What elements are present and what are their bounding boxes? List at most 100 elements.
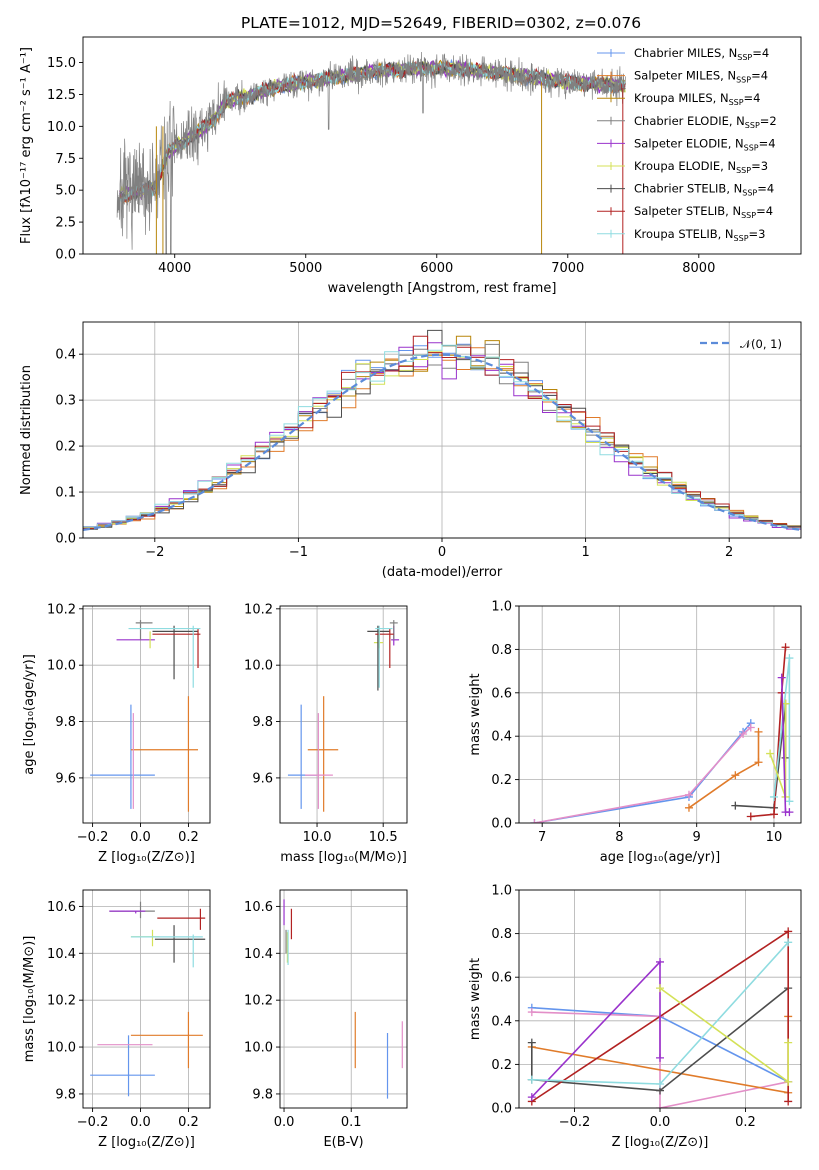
y-tick-label: 9.8: [252, 715, 273, 730]
x-tick-label: 7000: [551, 261, 584, 276]
y-tick-label: 10.2: [244, 602, 273, 617]
chart-age_vs_mass: 10.0 10.5 9.6 9.8 10.0 10.2 mass [log₁₀(M/M⊙)]: [244, 602, 408, 865]
series-marker: [656, 957, 664, 966]
series-marker: [527, 1038, 536, 1047]
weight-series: [656, 984, 793, 1086]
legend-model-name: Chabrier ELODIE: [634, 114, 729, 128]
axes-frame: [82, 36, 802, 255]
legend-label: 𝒩(0, 1): [740, 337, 782, 351]
legend-model-name: Salpeter MILES: [634, 69, 720, 83]
series-line: [750, 647, 787, 818]
figure-title: PLATE=1012, MJD=52649, FIBERID=0302, z=0…: [241, 14, 641, 32]
legend-n: , N: [713, 91, 729, 105]
series-marker: [731, 801, 740, 810]
histogram-step-line: [83, 335, 801, 529]
plot-area-residuals: [83, 329, 801, 531]
x-tick-label: 2: [725, 545, 733, 560]
errorbar-point: [130, 929, 160, 947]
series-marker: [785, 797, 794, 806]
axes-frame: [279, 889, 408, 1109]
axes-frame: [82, 605, 211, 824]
legend-sub: SSP: [737, 53, 752, 62]
legend-sub: SSP: [736, 166, 751, 175]
y-tick-label: 10.4: [244, 947, 273, 962]
x-tick-label: 9: [693, 830, 701, 845]
legend-entry: Chabrier STELIB, NSSP=4: [634, 182, 774, 198]
series-marker: [656, 1053, 664, 1062]
y-axis-label: age [log₁₀(age/yr)]: [22, 654, 37, 775]
x-tick-label: 0.2: [178, 830, 199, 845]
chart-weight_vs_age: 7 8 9 10 0.0 0.2 0.4 0.6 0.8 1.0 age [log₁₀(age/yr…: [468, 600, 802, 865]
x-tick-label: −2: [145, 545, 164, 560]
legend-sub: SSP: [741, 211, 756, 220]
legend-sub: SSP: [744, 143, 759, 152]
series-line: [534, 726, 752, 823]
y-tick-label: 9.6: [252, 771, 273, 786]
y-tick-label: 9.8: [252, 1087, 273, 1102]
series-marker: [527, 1075, 536, 1084]
legend-n: , N: [726, 182, 742, 196]
y-tick-label: 12.5: [47, 88, 76, 103]
x-axis-label: Z [log₁₀(Z/Z⊙)]: [98, 850, 195, 865]
plot-area-age_vs_mass: [287, 620, 400, 812]
y-tick-label: 0.1: [55, 486, 76, 501]
legend-n: , N: [720, 159, 736, 173]
series-marker: [766, 749, 775, 758]
x-tick-label: 10.0: [303, 830, 332, 845]
errorbar-point: [305, 713, 333, 809]
errorbar-point: [287, 704, 318, 809]
legend-count: =3: [749, 227, 766, 241]
y-tick-label: 7.5: [55, 152, 76, 167]
series-marker: [784, 1097, 793, 1106]
weight-series: [769, 654, 794, 806]
legend-entry: Salpeter STELIB, NSSP=4: [634, 204, 773, 220]
errorbar-point: [154, 925, 206, 963]
legend-sub: SSP: [742, 189, 757, 198]
legend-sub: SSP: [729, 98, 744, 107]
y-axis-label: mass weight: [468, 673, 483, 755]
x-axis-label: Z [log₁₀(Z/Z⊙)]: [612, 1135, 709, 1150]
x-tick-label: −0.2: [77, 830, 109, 845]
chart-mass_vs_Z: −0.2 0.0 0.2 9.8 10.0 10.2 10.4 10.6 Z [log₁₀(Z/…: [22, 889, 211, 1150]
chart-residuals: 𝒩(0, 1) −2 −1 0 1 2 0.0 0.1 0.2 0.3 0.4 (data-model…: [19, 321, 802, 580]
series-marker: [684, 803, 693, 812]
y-tick-label: 0.2: [491, 773, 512, 788]
x-tick-label: −0.2: [559, 1115, 591, 1130]
series-marker: [754, 758, 763, 767]
errorbar-point: [367, 625, 390, 691]
legend-entry: Kroupa STELIB, NSSP=3: [634, 227, 765, 243]
y-tick-label: 0.0: [55, 248, 76, 263]
plot-area-spectrum: [116, 51, 626, 254]
errorbar-point: [375, 625, 393, 688]
observed-spectrum-line: [116, 51, 626, 254]
histogram-step-line: [83, 344, 801, 529]
plot-area-weight_vs_Z: [527, 927, 793, 1108]
series-marker: [746, 723, 755, 732]
y-tick-label: 2.5: [55, 216, 76, 231]
series-marker: [684, 790, 693, 799]
x-axis-label: Z [log₁₀(Z/Z⊙)]: [98, 1135, 195, 1150]
chart-age_vs_Z: −0.2 0.0 0.2 9.6 9.8 10.0 10.2 Z [log₁₀(Z/Z⊙)] a…: [22, 602, 211, 865]
y-tick-label: 0.6: [491, 971, 512, 986]
x-tick-label: −1: [289, 545, 308, 560]
y-tick-label: 10.6: [244, 900, 273, 915]
errorbar-point: [375, 628, 394, 668]
y-tick-label: 0.6: [491, 686, 512, 701]
x-tick-label: 10.5: [369, 830, 398, 845]
x-tick-label: 0: [438, 545, 446, 560]
series-marker: [785, 808, 794, 817]
legend-model-name: Kroupa STELIB: [634, 227, 718, 241]
y-axis-label: Normed distribution: [19, 365, 34, 495]
series-marker: [656, 1104, 664, 1108]
legend-count: =4: [752, 46, 769, 60]
chart-weight_vs_Z: −0.2 0.0 0.2 0.0 0.2 0.4 0.6 0.8 1.0 Z [log₁₀(Z/Z…: [468, 884, 802, 1150]
legend-entry: Kroupa MILES, NSSP=4: [634, 91, 761, 107]
histogram-step-line: [83, 329, 801, 530]
y-tick-label: 0.3: [55, 394, 76, 409]
y-axis-label: mass [log₁₀(M/M⊙)]: [22, 936, 37, 1063]
y-tick-label: 10.2: [47, 994, 76, 1009]
legend-entry: Chabrier ELODIE, NSSP=2: [634, 114, 777, 130]
y-tick-label: 0.4: [491, 730, 512, 745]
chart-mass_vs_EBV: 0.0 0.1 9.8 10.0 10.2 10.4 10.6 E(B-V): [244, 889, 408, 1150]
